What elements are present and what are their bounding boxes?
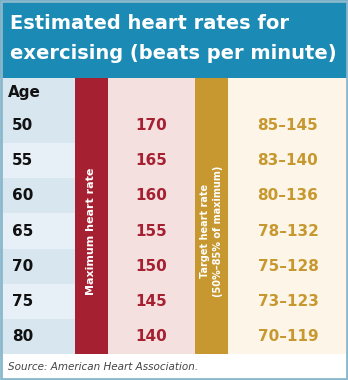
Text: 70–119: 70–119 xyxy=(258,329,318,344)
Text: 75: 75 xyxy=(12,294,33,309)
Bar xyxy=(108,214,195,249)
Bar xyxy=(108,143,195,178)
Bar xyxy=(195,319,228,354)
Bar xyxy=(0,78,75,108)
Text: 85–145: 85–145 xyxy=(258,118,318,133)
Text: 70: 70 xyxy=(12,259,33,274)
Text: 145: 145 xyxy=(136,294,167,309)
Text: 160: 160 xyxy=(136,188,167,203)
Text: 170: 170 xyxy=(136,118,167,133)
Bar xyxy=(228,143,348,178)
Text: 165: 165 xyxy=(136,153,167,168)
Bar xyxy=(228,178,348,214)
Bar xyxy=(75,178,108,214)
Bar xyxy=(0,108,75,143)
Bar xyxy=(195,249,228,284)
Bar xyxy=(75,214,108,249)
Text: 73–123: 73–123 xyxy=(258,294,318,309)
Bar xyxy=(0,0,348,78)
Bar xyxy=(108,284,195,319)
Text: Target heart rate
(50%–85% of maximum): Target heart rate (50%–85% of maximum) xyxy=(200,165,223,297)
Bar xyxy=(108,249,195,284)
Bar xyxy=(195,143,228,178)
Bar xyxy=(108,319,195,354)
Text: Maximum heart rate: Maximum heart rate xyxy=(87,167,96,294)
Text: 65: 65 xyxy=(12,223,33,239)
Bar xyxy=(75,143,108,178)
Bar xyxy=(0,354,348,380)
Text: exercising (beats per minute): exercising (beats per minute) xyxy=(10,44,337,63)
Bar xyxy=(75,319,108,354)
Bar xyxy=(0,249,75,284)
Text: 150: 150 xyxy=(136,259,167,274)
Text: 55: 55 xyxy=(12,153,33,168)
Bar xyxy=(75,249,108,284)
Text: 78–132: 78–132 xyxy=(258,223,318,239)
Bar xyxy=(195,214,228,249)
Text: 80–136: 80–136 xyxy=(258,188,318,203)
Text: 80: 80 xyxy=(12,329,33,344)
Bar xyxy=(75,108,108,143)
Text: 83–140: 83–140 xyxy=(258,153,318,168)
Text: 75–128: 75–128 xyxy=(258,259,318,274)
Text: Source: American Heart Association.: Source: American Heart Association. xyxy=(8,362,198,372)
Bar xyxy=(228,78,348,108)
Text: Estimated heart rates for: Estimated heart rates for xyxy=(10,14,289,33)
Text: 155: 155 xyxy=(136,223,167,239)
Bar xyxy=(228,108,348,143)
Bar xyxy=(75,78,108,108)
Text: Age: Age xyxy=(8,86,41,100)
Bar xyxy=(195,284,228,319)
Bar xyxy=(108,78,195,108)
Bar xyxy=(0,214,75,249)
Bar xyxy=(75,284,108,319)
Bar xyxy=(228,214,348,249)
Bar xyxy=(195,108,228,143)
Text: 60: 60 xyxy=(12,188,33,203)
Bar xyxy=(228,319,348,354)
Bar xyxy=(195,78,228,108)
Bar xyxy=(108,108,195,143)
Bar xyxy=(228,284,348,319)
Bar xyxy=(0,284,75,319)
Text: 140: 140 xyxy=(136,329,167,344)
Bar xyxy=(108,178,195,214)
Bar xyxy=(0,143,75,178)
Text: 50: 50 xyxy=(12,118,33,133)
Bar xyxy=(0,319,75,354)
Bar xyxy=(0,178,75,214)
Bar xyxy=(228,249,348,284)
Bar xyxy=(195,178,228,214)
